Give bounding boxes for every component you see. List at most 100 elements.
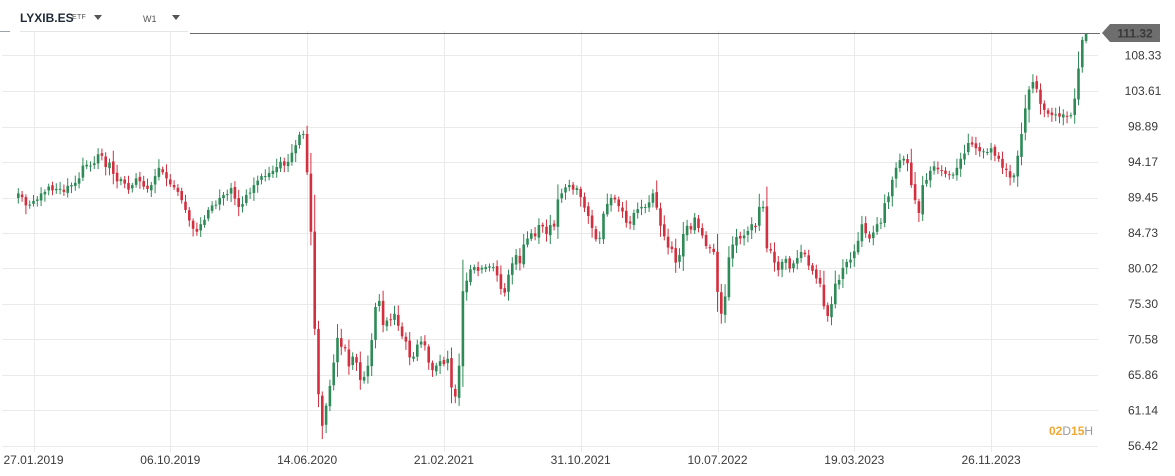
- candle-body: [716, 251, 719, 292]
- candle-body: [894, 167, 898, 179]
- candle-body: [389, 319, 392, 321]
- candle-body: [32, 200, 35, 204]
- candle-body: [936, 167, 940, 170]
- candle-body: [807, 255, 810, 266]
- candle-body: [929, 170, 932, 181]
- candle-body: [556, 199, 560, 227]
- timeframe-dropdown-chevron-icon[interactable]: [172, 15, 180, 20]
- candle-body: [20, 194, 24, 198]
- bar-countdown: 02D15H: [1049, 424, 1093, 438]
- candle-body: [271, 170, 275, 174]
- candle-body: [385, 320, 389, 327]
- candle-body: [123, 179, 126, 184]
- candle-body: [636, 209, 639, 213]
- candle-body: [210, 205, 214, 211]
- candle-body: [602, 213, 605, 240]
- candle-body: [191, 220, 195, 229]
- candle-body: [974, 143, 978, 149]
- candle-body: [864, 223, 867, 234]
- candle-body: [412, 356, 415, 359]
- candle-body: [963, 153, 966, 160]
- candle-body: [1001, 158, 1004, 168]
- candle-body: [1005, 168, 1008, 171]
- y-axis-tick-label: 103.61: [1125, 84, 1162, 98]
- candle-body: [169, 179, 172, 185]
- candle-body: [1073, 98, 1076, 115]
- candle-body: [66, 185, 69, 193]
- candle-body: [476, 267, 480, 271]
- candle-body: [184, 201, 187, 210]
- candle-body: [431, 362, 434, 371]
- candle-body: [997, 155, 1000, 159]
- candle-body: [913, 184, 917, 201]
- symbol-selector[interactable]: LYXIB.ES: [20, 11, 74, 25]
- candle-body: [822, 284, 826, 307]
- candle-body: [799, 252, 803, 259]
- candle-body: [628, 221, 632, 224]
- candle-body: [233, 186, 237, 199]
- candle-body: [260, 176, 263, 180]
- candle-body: [663, 224, 666, 237]
- y-axis-tick-label: 108.33: [1125, 48, 1162, 62]
- candle-body: [351, 356, 354, 366]
- candle-body: [761, 206, 765, 209]
- candle-body: [526, 238, 529, 245]
- last-price-value: 111.32: [1117, 27, 1153, 41]
- candle-body: [537, 224, 541, 238]
- symbol-dropdown-chevron-icon[interactable]: [94, 15, 102, 20]
- candle-body: [625, 210, 628, 223]
- candle-body: [146, 185, 149, 189]
- candle-body: [678, 255, 681, 262]
- candle-body: [742, 235, 746, 239]
- toolbar-divider: [0, 31, 10, 32]
- candle-body: [511, 263, 514, 275]
- candle-body: [70, 185, 73, 187]
- candle-body: [17, 193, 20, 198]
- candle-body: [541, 224, 544, 227]
- x-axis-tick-label: 21.02.2021: [414, 453, 474, 467]
- candle-body: [39, 193, 43, 201]
- candle-body: [837, 279, 841, 285]
- candle-body: [1077, 68, 1080, 100]
- candle-body: [157, 167, 161, 177]
- candle-body: [427, 346, 430, 363]
- candle-body: [986, 152, 989, 154]
- candle-body: [609, 197, 613, 206]
- candle-body: [28, 204, 31, 206]
- candle-body: [134, 178, 138, 185]
- candle-body: [347, 349, 351, 367]
- candle-body: [454, 388, 457, 397]
- candle-body: [241, 203, 244, 207]
- candle-body: [218, 197, 221, 205]
- candle-body: [226, 194, 229, 196]
- candle-body: [55, 188, 58, 191]
- candle-body: [587, 206, 590, 216]
- candle-body: [765, 206, 769, 249]
- y-axis-tick-label: 61.14: [1128, 403, 1158, 417]
- candle-body: [891, 179, 894, 197]
- candle-body: [435, 365, 438, 372]
- timeframe-selector[interactable]: W1: [143, 14, 157, 24]
- candle-body: [701, 228, 704, 236]
- candle-body: [621, 207, 624, 212]
- candle-body: [834, 283, 837, 305]
- candle-body: [370, 340, 373, 367]
- candle-body: [712, 248, 715, 253]
- candle-body: [499, 274, 503, 289]
- candle-body: [131, 185, 134, 189]
- candle-body: [967, 142, 970, 153]
- candle-body: [214, 204, 218, 206]
- y-axis-tick-label: 65.86: [1128, 368, 1158, 382]
- candle-body: [450, 358, 453, 388]
- candle-body: [575, 188, 579, 190]
- candle-body: [970, 142, 974, 145]
- candle-body: [1046, 110, 1050, 114]
- candle-body: [921, 185, 924, 215]
- last-price-tag: 111.32: [1102, 24, 1160, 42]
- candle-body: [195, 228, 199, 232]
- candle-body: [416, 344, 419, 357]
- candle-body: [480, 267, 484, 270]
- candle-body: [906, 159, 909, 164]
- candle-body: [400, 326, 404, 337]
